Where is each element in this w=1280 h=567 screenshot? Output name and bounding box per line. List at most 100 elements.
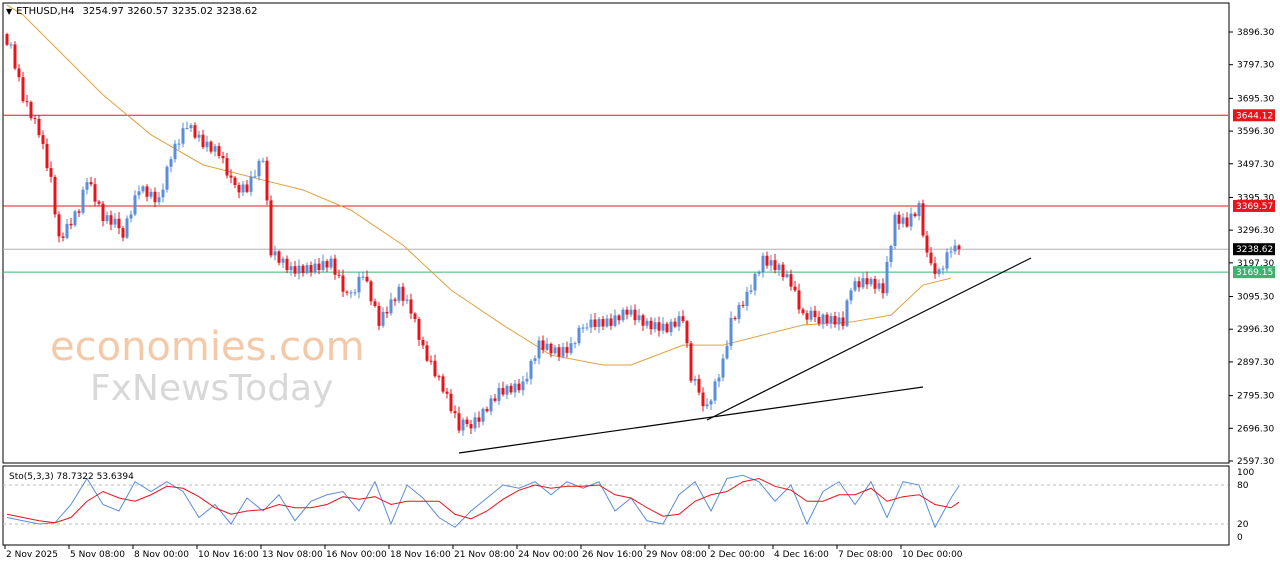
candle-body — [137, 191, 141, 196]
candle-body — [445, 391, 449, 394]
candle-body — [481, 408, 485, 422]
candle-body — [381, 311, 385, 326]
candle-body — [637, 315, 641, 321]
candle-body — [773, 260, 777, 271]
candle-body — [109, 215, 113, 225]
candle-body — [121, 228, 125, 238]
candle-body — [865, 278, 869, 285]
candle-body — [69, 223, 73, 226]
candle-body — [885, 261, 889, 294]
candle-body — [61, 236, 65, 238]
symbol-label: ETHUSD,H4 — [16, 6, 75, 17]
candle-body — [525, 378, 529, 382]
price-tick-label: 2795.30 — [1237, 392, 1274, 402]
price-tick-label: 3596.30 — [1237, 127, 1274, 137]
candle-body — [661, 323, 665, 331]
stochastic-title: Sto(5,3,3) 78.7322 53.6394 — [9, 472, 134, 482]
candle-body — [813, 310, 817, 318]
candle-body — [37, 118, 41, 136]
candle-body — [689, 343, 693, 381]
candle-body — [621, 309, 625, 321]
candle-body — [333, 258, 337, 275]
dropdown-triangle-icon[interactable]: ▼ — [6, 7, 13, 16]
candle-body — [493, 398, 497, 401]
candle-body — [117, 218, 121, 229]
level-badge — [1233, 109, 1275, 122]
candle-body — [13, 44, 17, 69]
candle-body — [753, 273, 757, 291]
candle-body — [589, 319, 593, 328]
candle-body — [477, 417, 481, 422]
candle-body — [257, 160, 261, 177]
candle-body — [41, 135, 45, 144]
level-badge — [1233, 199, 1275, 212]
candle-body — [533, 358, 537, 361]
candle-body — [293, 266, 297, 274]
candle-body — [853, 281, 857, 291]
time-tick-label: 26 Nov 16:00 — [582, 550, 643, 560]
candle-body — [553, 347, 557, 354]
level-label: 3369.57 — [1236, 202, 1273, 212]
candle-body — [201, 134, 205, 148]
candle-body — [737, 304, 741, 320]
candle-body — [869, 278, 873, 285]
candle-body — [469, 423, 473, 429]
stoch-tick-label: 100 — [1237, 468, 1254, 478]
candle-body — [889, 245, 893, 262]
candle-body — [377, 305, 381, 326]
candle-body — [277, 251, 281, 263]
candle-body — [229, 175, 233, 178]
candle-body — [881, 283, 885, 294]
candle-body — [197, 134, 201, 138]
candle-body — [561, 347, 565, 357]
candle-body — [149, 191, 153, 197]
candle-body — [697, 378, 701, 393]
time-tick-label: 13 Nov 08:00 — [262, 550, 323, 560]
candle-body — [877, 283, 881, 289]
candle-body — [797, 290, 801, 310]
candle-body — [949, 251, 953, 253]
candle-body — [133, 195, 137, 215]
time-tick-label: 10 Nov 16:00 — [198, 550, 259, 560]
candle-body — [645, 320, 649, 326]
candle-body — [565, 347, 569, 353]
candle-body — [21, 77, 25, 102]
candle-body — [249, 176, 253, 192]
candle-body — [53, 176, 57, 215]
candle-body — [789, 274, 793, 287]
candle-body — [297, 265, 301, 274]
candle-body — [593, 319, 597, 327]
candle-body — [541, 340, 545, 350]
candle-body — [265, 160, 269, 201]
time-tick-label: 7 Dec 08:00 — [838, 550, 893, 560]
ma-line — [6, 4, 952, 366]
candle-body — [141, 186, 145, 192]
candle-body — [217, 146, 221, 157]
candle-body — [301, 265, 305, 274]
price-axis: 3896.30 3797.30 3695.30 3596.30 3497.30 3395.… — [1229, 28, 1275, 467]
time-axis: 2 Nov 2025 5 Nov 08:00 8 Nov 00:00 10 Nov 1… — [4, 545, 963, 560]
time-tick-label: 8 Nov 00:00 — [134, 550, 189, 560]
price-tick-label: 3395.30 — [1237, 193, 1274, 203]
price-tick-label: 3797.30 — [1237, 61, 1274, 71]
candle-body — [501, 387, 505, 395]
stochastic-panel-frame — [2, 465, 1230, 546]
candle-body — [641, 315, 645, 326]
candle-body — [601, 319, 605, 327]
candle-body — [569, 343, 573, 353]
candle-body — [93, 184, 97, 202]
candle-body — [785, 274, 789, 278]
candle-body — [805, 313, 809, 320]
candle-body — [829, 316, 833, 323]
candle-body — [873, 278, 877, 289]
candle-body — [701, 392, 705, 407]
candle-body — [73, 211, 77, 226]
candle-body — [581, 327, 585, 329]
candle-body — [937, 269, 941, 274]
trendlines[interactable] — [458, 257, 1032, 454]
candle-body — [337, 274, 341, 276]
candle-body — [585, 327, 589, 329]
candle-body — [161, 189, 165, 198]
candle-body — [193, 125, 197, 138]
